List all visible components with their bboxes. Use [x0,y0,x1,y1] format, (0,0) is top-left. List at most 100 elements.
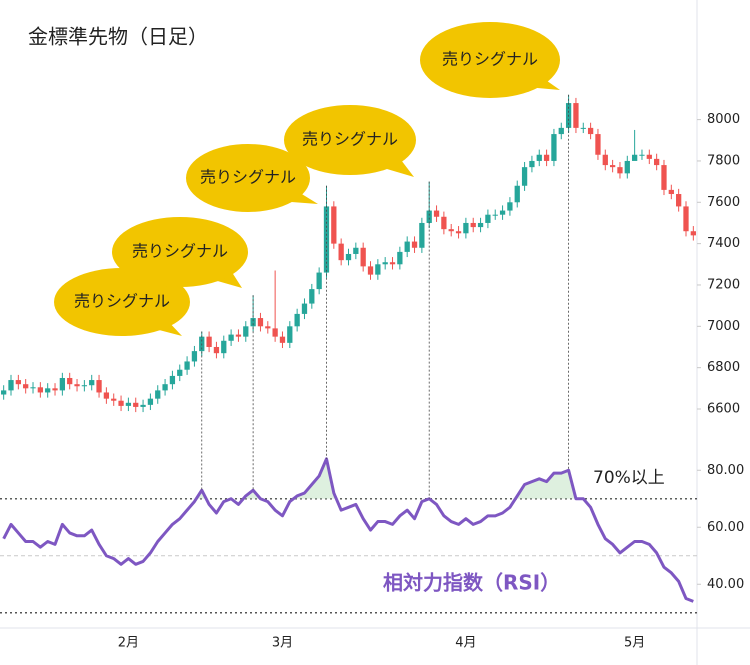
candle-body [631,154,638,161]
signal-bubble [284,105,416,175]
candle-body [265,326,271,329]
candle-body [309,289,315,304]
candle-body [338,243,344,261]
y-tick-label: 6800 [707,360,740,375]
candle-body [477,222,484,228]
candle-body [213,346,220,354]
candle-body [316,272,322,290]
x-tick-label: 3月 [272,636,293,651]
candle-body [419,222,425,248]
candle-body [507,202,513,211]
candle-body [162,384,168,391]
candle-body [617,167,623,174]
candle-body [184,361,190,370]
candle-body [441,216,447,230]
candle-body [8,380,14,391]
candle-body [455,231,462,234]
candle-body [37,387,43,393]
x-tick-label: 5月 [624,636,645,651]
candle-body [492,214,498,216]
candle-body [331,206,337,244]
candle-body [23,384,29,389]
candle-body [235,334,242,337]
candle-body [397,251,403,265]
candle-body [514,185,520,203]
candle-body [169,375,176,385]
candle-body [654,158,660,166]
candle-body [683,206,689,232]
candle-body [463,222,469,234]
overbought-area [3,458,694,499]
candle-body [279,336,286,343]
candle-body [404,241,410,252]
y-tick-label: 7000 [707,319,740,334]
candle-body [228,334,234,341]
candle-body [287,326,293,343]
candle-body [103,392,110,399]
candle-body [609,165,616,168]
candle-body [411,241,418,248]
y-tick-label: 7800 [707,153,740,168]
candle-body [133,402,139,407]
candle-body [272,328,278,337]
y2-tick-label: 80.00 [707,463,744,478]
candle-body [426,210,432,223]
candle-body [485,214,491,223]
candle-body [551,134,557,161]
candle-body [15,380,21,385]
candle-body [646,154,652,159]
x-tick-label: 4月 [455,636,476,651]
candle-body [1,390,7,395]
candle-body [558,127,564,135]
candle-body [690,231,696,236]
signal-bubble [186,144,310,212]
candle-body [353,247,359,254]
candle-body [668,189,674,195]
candle-body [595,134,601,155]
candle-body [499,210,506,215]
candle-body [661,165,667,190]
indicator-label: 相対力指数（RSI） [383,571,560,595]
signal-label: 売りシグナル [132,242,228,261]
candle-body [521,167,528,186]
signal-label: 売りシグナル [74,292,170,311]
candle-body [375,264,381,275]
candle-body [529,160,535,168]
candle-body [52,388,58,391]
candle-body [602,154,608,166]
candle-body [147,398,154,405]
candle-body [59,377,66,391]
candle-body [155,390,161,399]
candle-body [587,127,594,135]
candle-body [580,127,586,129]
y-tick-label: 7200 [707,277,740,292]
candle-body [191,351,198,362]
candle-body [140,404,146,407]
signal-bubble [112,217,248,287]
signal-label: 売りシグナル [200,168,296,187]
candle-body [433,210,440,217]
candle-body [111,398,117,401]
signal-bubble [54,268,190,336]
candle-body [177,369,183,376]
candle-body [89,380,95,386]
candle-body [470,222,476,228]
candle-body [74,384,80,387]
candle-body [67,377,73,385]
candle-body [389,262,396,265]
candle-body [81,385,88,387]
candle-body [294,313,300,327]
candle-body [243,326,249,337]
candle-body [543,154,550,161]
candle-body [382,262,388,265]
signal-label: 売りシグナル [302,130,398,149]
y-tick-label: 7400 [707,236,740,251]
x-tick-label: 2月 [118,636,139,651]
candle-body [45,388,51,393]
candle-body [96,380,102,393]
chart-title: 金標準先物（日足） [28,25,208,49]
y-tick-label: 7600 [707,195,740,210]
candle-body [257,318,264,327]
signal-label: 売りシグナル [442,50,538,69]
